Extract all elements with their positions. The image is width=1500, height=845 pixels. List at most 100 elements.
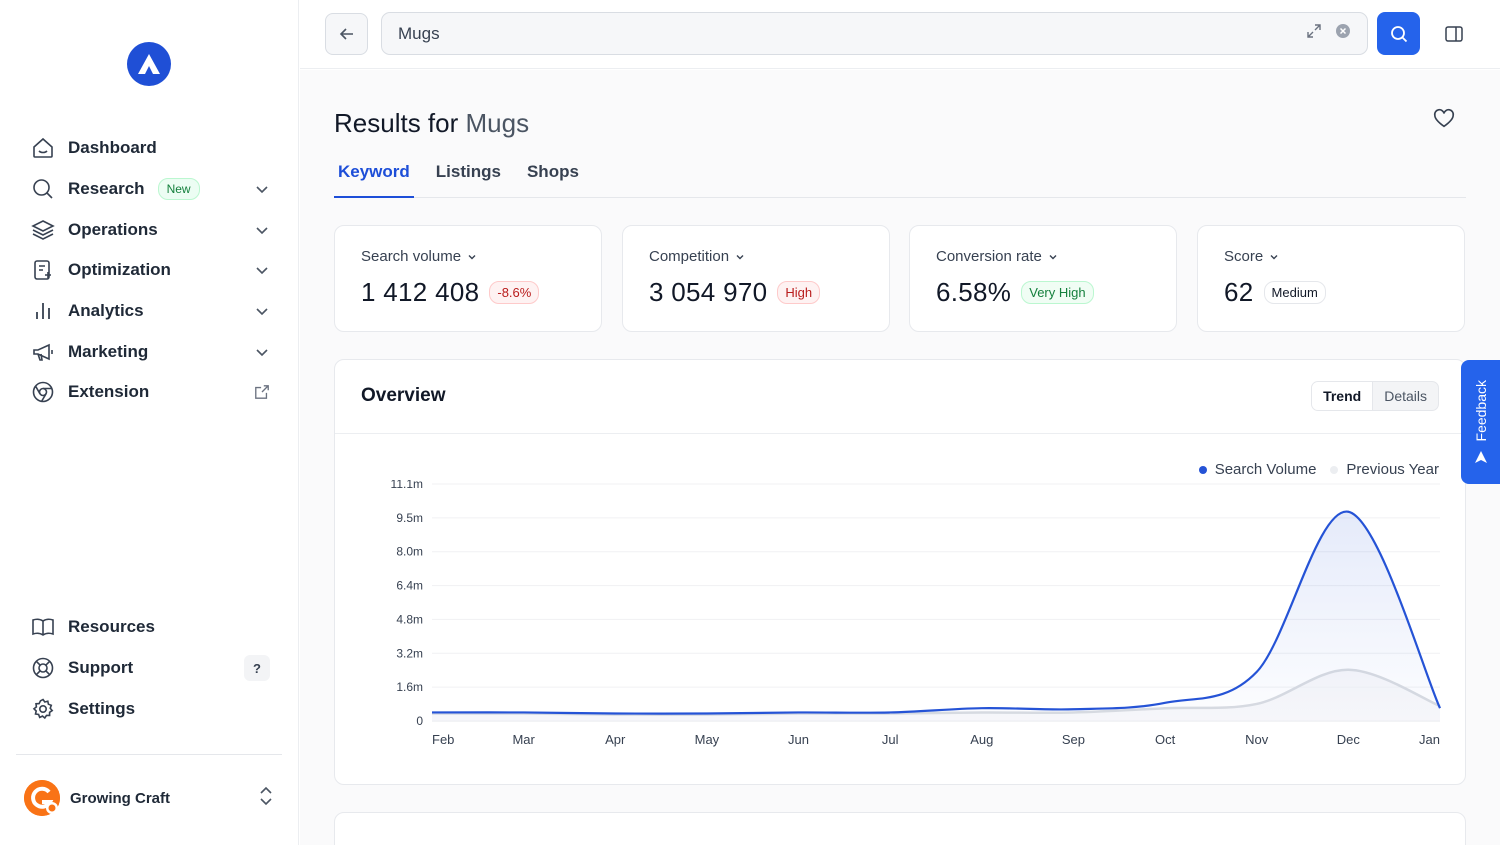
app-logo[interactable]	[127, 42, 171, 86]
sidebar-item-optimization[interactable]: Optimization	[30, 250, 270, 291]
overview-header: Overview Trend Details	[335, 360, 1465, 434]
search-value: Mugs	[398, 23, 440, 43]
chevron-down-icon[interactable]	[254, 181, 270, 197]
chart-legend: Search Volume Previous Year	[1198, 461, 1439, 478]
stat-card-competition: Competition 3 054 970 High	[622, 225, 890, 332]
megaphone-icon	[30, 339, 56, 365]
sidebar-item-extension[interactable]: Extension	[30, 372, 270, 413]
stat-value: 3 054 970	[649, 277, 768, 307]
search-input[interactable]: Mugs	[381, 12, 1368, 55]
stat-label: Score	[1224, 248, 1264, 265]
external-link-icon[interactable]	[254, 384, 270, 400]
sidebar-item-resources[interactable]: Resources	[30, 607, 270, 648]
sidebar-item-label: Extension	[68, 382, 150, 402]
stat-badge: Very High	[1021, 281, 1094, 304]
chevron-down-icon	[468, 254, 476, 259]
view-toggle: Trend Details	[1311, 381, 1439, 411]
x-tick-label: Oct	[1155, 732, 1176, 747]
sidebar: Dashboard Research New Operations Optimiz…	[0, 0, 299, 845]
sidebar-item-label: Dashboard	[68, 138, 157, 158]
search-volume-area	[432, 511, 1440, 721]
document-edit-icon	[30, 257, 56, 283]
legend-item-previous-year[interactable]: Previous Year	[1330, 461, 1439, 478]
chevron-down-icon	[736, 254, 744, 259]
y-tick-label: 1.6m	[396, 680, 423, 694]
sidebar-item-analytics[interactable]: Analytics	[30, 291, 270, 332]
clear-icon[interactable]	[1335, 23, 1351, 44]
chevron-up-down-icon[interactable]	[258, 786, 274, 811]
chevron-down-icon	[1270, 254, 1278, 259]
tab-listings[interactable]: Listings	[435, 162, 501, 181]
toggle-trend[interactable]: Trend	[1312, 382, 1374, 410]
legend-label: Previous Year	[1346, 461, 1439, 478]
chevron-down-icon[interactable]	[254, 262, 270, 278]
search-icon	[1390, 25, 1407, 42]
x-tick-label: Nov	[1245, 732, 1269, 747]
topbar: Mugs	[300, 0, 1500, 69]
y-tick-label: 11.1m	[391, 480, 423, 491]
chevron-down-icon[interactable]	[254, 344, 270, 360]
chevron-down-icon[interactable]	[254, 303, 270, 319]
stat-card-search-volume: Search volume 1 412 408 -8.6%	[334, 225, 602, 332]
stat-badge: High	[777, 281, 821, 304]
sidebar-item-support[interactable]: Support ?	[30, 648, 270, 689]
feedback-tab[interactable]: Feedback	[1461, 360, 1500, 484]
x-tick-label: Feb	[432, 732, 454, 747]
sidebar-item-settings[interactable]: Settings	[30, 688, 270, 729]
sidebar-item-label: Operations	[68, 219, 158, 239]
x-tick-label: May	[695, 732, 720, 747]
sidebar-item-label: Marketing	[68, 341, 149, 361]
y-tick-label: 9.5m	[396, 511, 423, 525]
help-badge[interactable]: ?	[244, 655, 270, 682]
stat-value: 62	[1224, 277, 1254, 307]
search-button[interactable]	[1377, 12, 1420, 55]
trend-chart: 0 1.6m 3.2m 4.8m 6.4m 8.0m 9.5m 11.1m Feb Mar Apr M…	[391, 480, 1441, 747]
chevron-down-icon[interactable]	[254, 222, 270, 238]
sidebar-item-label: Research	[68, 179, 145, 199]
x-tick-label: Jul	[882, 732, 899, 747]
main-nav: Dashboard Research New Operations Optimiz…	[30, 128, 270, 413]
stat-badge: Medium	[1263, 281, 1326, 304]
sidebar-item-dashboard[interactable]: Dashboard	[30, 128, 270, 169]
search-icon	[30, 176, 56, 202]
sidebar-divider	[16, 754, 282, 755]
search-volume-line	[431, 510, 1441, 715]
account-name: Growing Craft	[70, 789, 170, 807]
expand-icon[interactable]	[1307, 24, 1321, 43]
stat-dropdown[interactable]: Score	[1224, 248, 1438, 265]
sidebar-item-operations[interactable]: Operations	[30, 209, 270, 250]
favorite-button[interactable]	[1433, 108, 1457, 132]
y-tick-label: 0	[416, 714, 423, 728]
chrome-icon	[30, 379, 56, 405]
secondary-nav: Resources Support ? Settings	[30, 607, 270, 729]
x-tick-label: Jun	[788, 732, 809, 747]
sidebar-item-marketing[interactable]: Marketing	[30, 331, 270, 372]
sidebar-item-label: Analytics	[68, 301, 144, 321]
book-icon	[30, 614, 56, 640]
y-tick-label: 6.4m	[396, 579, 423, 593]
sidebar-item-research[interactable]: Research New	[30, 169, 270, 210]
main-content: Results for Mugs Keyword Listings Shops …	[300, 70, 1500, 845]
tab-shops[interactable]: Shops	[526, 162, 579, 181]
y-tick-label: 3.2m	[396, 646, 423, 660]
x-tick-label: Mar	[512, 732, 535, 747]
tab-keyword[interactable]: Keyword	[334, 158, 414, 198]
legend-item-search-volume[interactable]: Search Volume	[1198, 461, 1317, 478]
stat-value: 1 412 408	[361, 277, 480, 307]
bar-chart-icon	[30, 298, 56, 324]
title-keyword: Mugs	[465, 108, 530, 138]
legend-label: Search Volume	[1214, 461, 1317, 478]
sidebar-item-label: Support	[68, 658, 134, 678]
toggle-panel-button[interactable]	[1440, 21, 1468, 47]
similar-keywords-card	[334, 812, 1466, 845]
x-tick-label: Jan	[1419, 732, 1440, 747]
stat-dropdown[interactable]: Conversion rate	[936, 248, 1150, 265]
back-button[interactable]	[325, 13, 368, 55]
home-icon	[30, 135, 56, 161]
account-switcher[interactable]: Growing Craft	[24, 780, 274, 816]
heart-icon	[1433, 108, 1455, 128]
logo-icon	[138, 54, 160, 74]
toggle-details[interactable]: Details	[1384, 388, 1427, 404]
stat-dropdown[interactable]: Search volume	[361, 248, 575, 265]
stat-dropdown[interactable]: Competition	[649, 248, 863, 265]
